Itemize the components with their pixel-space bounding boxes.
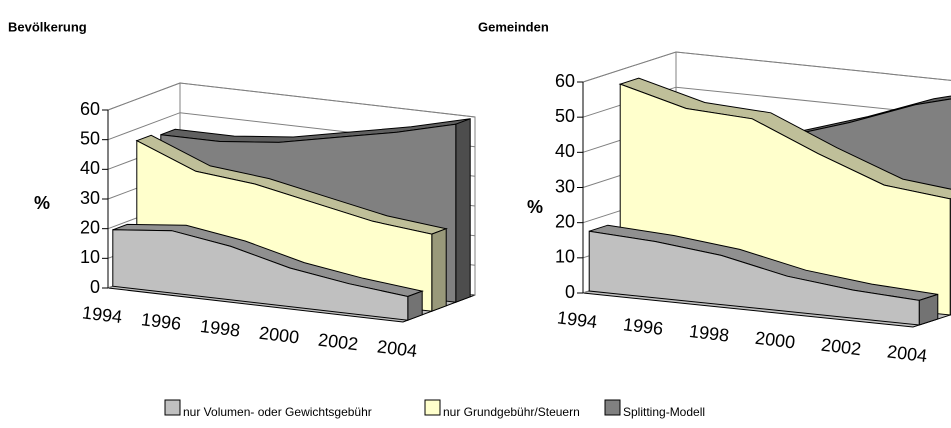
x-tick-label: 2000: [258, 323, 300, 348]
x-tick-label: 1994: [81, 302, 123, 327]
legend-swatch: [164, 399, 181, 416]
x-tick-label: 2004: [886, 341, 928, 366]
y-tick-label: 60: [80, 99, 100, 119]
chart-title: Gemeinden: [478, 19, 549, 34]
y-tick-label: 30: [80, 188, 100, 208]
y-tick-label: 30: [555, 176, 575, 196]
x-tick-label: 1996: [622, 314, 664, 339]
x-tick-label: 2002: [820, 335, 862, 360]
legend-swatch: [604, 399, 621, 416]
area-side: [407, 290, 423, 321]
area-side: [918, 293, 939, 326]
x-tick-label: 1994: [556, 307, 598, 332]
area-side: [431, 227, 447, 312]
x-tick-label: 2004: [376, 336, 418, 361]
y-tick-label: 50: [80, 128, 100, 148]
y-tick-label: 40: [555, 141, 575, 161]
y-tick-label: 40: [80, 158, 100, 178]
x-tick-label: 2002: [317, 330, 359, 355]
grid-line: [582, 51, 951, 83]
area: [588, 230, 920, 326]
y-tick-label: 20: [555, 211, 575, 231]
y-tick-label: 60: [555, 71, 575, 91]
area: [112, 229, 409, 321]
x-tick-label: 1998: [199, 316, 241, 341]
y-tick-label: 50: [555, 106, 575, 126]
x-tick-label: 1996: [140, 309, 182, 334]
x-tick-label: 1998: [688, 321, 730, 346]
chart-title: Bevölkerung: [8, 19, 87, 34]
area-side: [455, 118, 471, 303]
y-tick-label: 20: [80, 217, 100, 237]
legend-label: nur Grundgebühr/Steuern: [443, 405, 580, 419]
legend-swatch: [424, 399, 441, 416]
y-tick-label: 10: [80, 247, 100, 267]
legend-label: Splitting-Modell: [623, 405, 705, 419]
y-tick-label: 0: [565, 282, 575, 302]
y-axis-label: %: [34, 193, 50, 213]
y-tick-label: 10: [555, 247, 575, 267]
y-axis-label: %: [527, 197, 543, 217]
y-tick-label: 0: [90, 277, 100, 297]
x-tick-label: 2000: [754, 328, 796, 353]
grid-line: [107, 82, 476, 118]
legend-label: nur Volumen- oder Gewichtsgebühr: [183, 405, 372, 419]
